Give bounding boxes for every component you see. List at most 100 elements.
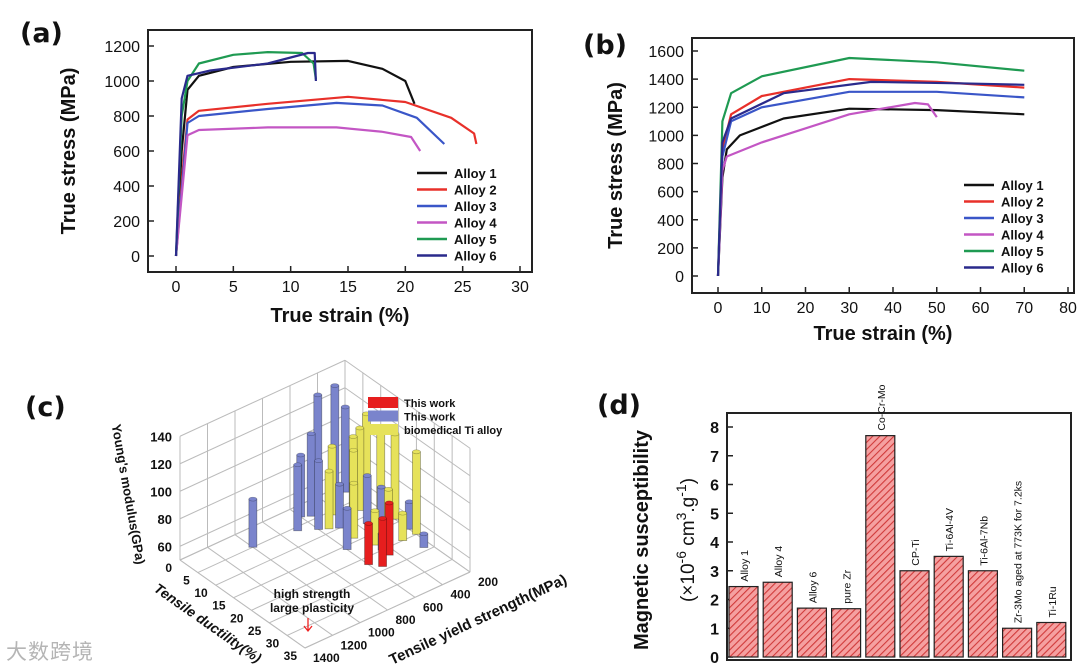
bar-top: [384, 500, 394, 506]
bar-blue: [306, 433, 316, 517]
bar-top: [335, 481, 344, 487]
y-tick-label: 6: [710, 478, 719, 495]
y-tick-label: 1000: [368, 626, 395, 640]
y-tick-label: 600: [657, 185, 684, 202]
x-tick-label: 40: [884, 300, 902, 317]
panel-c-chart: 6080100120140051015202530352004006008001…: [109, 359, 570, 669]
bar-blue: [248, 498, 258, 548]
bar-top: [349, 447, 358, 453]
bar-alloy-6: [796, 607, 828, 658]
bar-red: [378, 517, 387, 567]
y-tick-label: 600: [423, 600, 443, 614]
y-tick-label: 1000: [648, 128, 684, 145]
x-tick-label: 10: [282, 279, 300, 296]
x-tick-label: 80: [1059, 300, 1077, 317]
x-tick-label: 60: [972, 300, 990, 317]
bar-top: [314, 458, 323, 463]
bar-top: [349, 480, 359, 486]
series-line-alloy-2: [174, 95, 478, 257]
unit-part: ): [678, 478, 699, 484]
y-axis-title: True stress (MPa): [58, 68, 80, 235]
x-tick-label: 35: [284, 649, 298, 663]
bar-ti-6al-4v: [933, 555, 964, 658]
bar-label: Ti-6Al-7Nb: [978, 516, 990, 566]
legend-label: Alloy 2: [454, 183, 497, 198]
series-line-alloy-6: [716, 80, 1025, 277]
z-axis-title: Young's modulus(GPa): [109, 423, 148, 566]
y-axis-title: Magnetic susceptibility: [631, 429, 653, 650]
x-tick-label: 10: [753, 300, 771, 317]
y-tick-label: 600: [113, 144, 140, 161]
bar-yellow: [324, 470, 334, 530]
grid-line: [304, 571, 471, 649]
annotation-line-2: large plasticity: [270, 601, 354, 615]
legend-label: Alloy 3: [454, 199, 497, 214]
bar-label: CP-Ti: [910, 539, 922, 565]
legend-label: Alloy 1: [1001, 178, 1044, 193]
legend-swatch-yellow: [368, 424, 398, 435]
y-tick-label: 200: [657, 241, 684, 258]
y-tick-label: 7: [710, 449, 719, 466]
bar-top: [384, 487, 393, 492]
z-tick-label: 120: [150, 457, 172, 472]
plot-frame: [726, 412, 1072, 661]
plot-frame: [691, 37, 1075, 294]
unit-part: -6: [673, 551, 689, 564]
y-tick-label: 1: [710, 621, 719, 638]
unit-part: (×10: [678, 563, 699, 602]
bar-blue: [342, 507, 352, 550]
z-tick-label: 140: [150, 429, 172, 444]
x-axis-title: True strain (%): [814, 323, 953, 345]
bar-top: [340, 404, 350, 410]
bar-co-cr-mo: [865, 435, 896, 658]
series-line-alloy-5: [716, 56, 1025, 277]
panel-label-a: (a): [20, 18, 63, 49]
panel-label-d: (d): [597, 390, 642, 421]
bar-alloy-1: [728, 585, 759, 658]
legend-label: This work: [404, 412, 456, 424]
legend-label: This work: [404, 398, 456, 410]
bar-top: [364, 521, 373, 526]
grid-line: [262, 521, 388, 611]
bar-alloy-4: [762, 581, 793, 658]
y-tick-label: 800: [396, 613, 416, 627]
bar-top: [398, 510, 407, 516]
red-arrow-icon: [303, 618, 313, 633]
bar-label: pure Zr: [842, 569, 854, 603]
legend-label: biomedical Ti alloy: [404, 425, 503, 437]
legend-swatch-blue: [368, 410, 398, 422]
bar-yellow: [412, 451, 421, 535]
bar-ti-1ru: [1036, 621, 1067, 658]
y-tick-label: 0: [131, 249, 140, 266]
bar-top: [355, 425, 365, 431]
series-line-alloy-4: [174, 126, 422, 257]
bar-label: Alloy 4: [773, 546, 785, 578]
unit-part: cm: [678, 520, 699, 551]
grid-line: [207, 546, 333, 636]
x-tick-label: 5: [183, 574, 190, 588]
x-tick-label: 15: [339, 279, 357, 296]
legend-swatch-red: [368, 397, 398, 408]
y-tick-label: 2: [710, 593, 719, 610]
series-line-alloy-3: [174, 101, 446, 257]
bar-blue: [340, 406, 350, 493]
y-tick-label: 0: [675, 269, 684, 286]
y-tick-label: 5: [710, 506, 719, 523]
y-tick-label: 1400: [313, 651, 340, 665]
x-tick-label: 20: [230, 611, 244, 625]
y-tick-label: 1400: [648, 72, 684, 89]
x-tick-label: 30: [266, 636, 280, 650]
panel-d-chart: 0 1 2 3 4 5 6 7 8 Alloy 1 Alloy 4 Alloy 6 pure Zr Co-…: [631, 384, 1072, 667]
bar-cp-ti: [899, 570, 930, 658]
bar-top: [370, 508, 380, 514]
bar-top: [330, 383, 340, 388]
bar-top: [348, 434, 358, 439]
grid-line: [234, 534, 361, 624]
y-tick-label: 3: [710, 564, 719, 581]
y-tick-label: 4: [710, 535, 719, 552]
series-line-alloy-5: [174, 50, 317, 257]
y-tick-label: 1000: [104, 74, 140, 91]
bar-top: [362, 473, 372, 478]
x-tick-label: 15: [212, 599, 226, 613]
